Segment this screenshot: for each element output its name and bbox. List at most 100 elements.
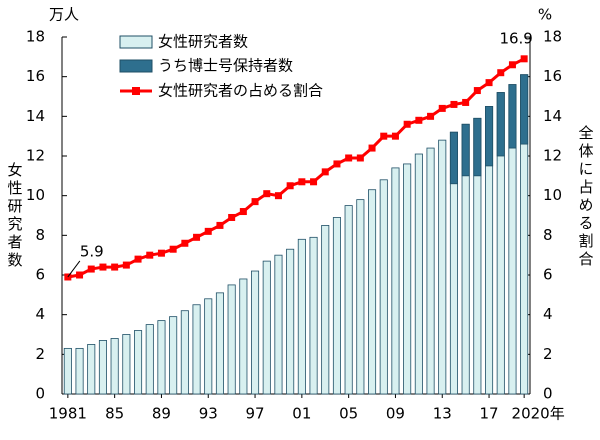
ratio-line — [67, 57, 525, 279]
bar — [356, 199, 365, 395]
y2-tick-label: 6 — [543, 266, 553, 284]
ratio-marker — [485, 79, 493, 87]
x-tick-label: 09 — [386, 405, 405, 423]
ratio-marker — [438, 104, 446, 112]
ratio-marker — [228, 213, 236, 221]
ratio-marker — [134, 255, 142, 263]
y2-tick-label: 18 — [543, 28, 562, 46]
bar — [344, 205, 353, 395]
ratio-marker — [520, 55, 528, 63]
ratio-marker — [239, 208, 247, 216]
data-label: 16.9 — [499, 29, 532, 47]
bar — [403, 163, 412, 395]
y-tick-label: 18 — [26, 28, 45, 46]
ratio-marker — [462, 98, 470, 106]
y-tick-label: 8 — [35, 226, 45, 244]
doctorate-bar — [485, 106, 494, 167]
bar — [426, 147, 435, 395]
x-tick-label: 1981 — [49, 405, 87, 423]
y-tick-label: 14 — [26, 107, 45, 125]
y-tick-label: 6 — [35, 266, 45, 284]
bar — [180, 310, 189, 395]
ratio-marker — [321, 168, 329, 176]
ratio-marker — [169, 245, 177, 253]
y2-axis-title: 全体に占める割合 — [577, 124, 595, 269]
doctorate-bar — [473, 117, 482, 177]
y-tick-label: 12 — [26, 147, 45, 165]
ratio-marker — [356, 154, 364, 162]
bar — [262, 260, 271, 395]
ratio-marker — [298, 178, 306, 186]
ratio-marker — [87, 265, 95, 273]
ratio-marker — [204, 227, 212, 235]
legend-label: 女性研究者の占める割合 — [158, 82, 323, 100]
label-leader — [67, 260, 81, 278]
ratio-marker — [193, 233, 201, 241]
y2-tick-label: 2 — [543, 345, 553, 363]
ratio-marker — [181, 239, 189, 247]
bar — [157, 320, 166, 395]
bar — [286, 248, 295, 395]
y2-tick-label: 16 — [543, 67, 562, 85]
bar — [110, 338, 119, 395]
ratio-marker — [508, 61, 516, 69]
y2-tick-label: 8 — [543, 226, 553, 244]
ratio-marker — [274, 192, 282, 200]
bar — [169, 316, 178, 395]
y-tick-label: 0 — [35, 385, 45, 403]
bar — [134, 330, 143, 395]
ratio-marker — [450, 100, 458, 108]
x-tick-label: 93 — [199, 405, 218, 423]
ratio-marker — [333, 160, 341, 168]
x-tick-label: 17 — [480, 405, 499, 423]
y-tick-label: 4 — [35, 305, 45, 323]
ratio-marker — [157, 249, 165, 257]
bar — [227, 284, 236, 395]
x-tick-label: 89 — [152, 405, 171, 423]
bar — [87, 344, 96, 395]
y-unit: 万人 — [49, 6, 79, 24]
x-tick-label: 05 — [339, 405, 358, 423]
y-tick-label: 16 — [26, 67, 45, 85]
y-tick-label: 10 — [26, 186, 45, 204]
ratio-marker — [380, 132, 388, 140]
ratio-marker — [122, 261, 130, 269]
y2-unit: % — [538, 6, 552, 24]
bar — [391, 167, 400, 395]
x-tick-label: 85 — [105, 405, 124, 423]
ratio-marker — [473, 87, 481, 95]
bar — [192, 304, 201, 395]
x-tick-label: 97 — [246, 405, 265, 423]
bar — [368, 189, 377, 395]
ratio-marker — [403, 120, 411, 128]
bar — [414, 153, 423, 395]
ratio-marker — [415, 116, 423, 124]
legend-swatch — [119, 35, 153, 49]
doctorate-bar — [449, 131, 458, 185]
bar — [122, 334, 131, 395]
y-axis-title: 女性研究者数 — [6, 161, 24, 270]
bar — [63, 347, 72, 395]
bar — [215, 292, 224, 395]
bar — [379, 179, 388, 395]
legend-label: うち博士号保持者数 — [158, 57, 293, 75]
bar — [332, 217, 341, 395]
legend-swatch — [119, 59, 153, 73]
ratio-marker — [368, 144, 376, 152]
ratio-marker — [216, 221, 224, 229]
bar — [297, 238, 306, 395]
ratio-marker — [251, 198, 259, 206]
legend-swatch — [132, 87, 140, 95]
ratio-marker — [427, 112, 435, 120]
doctorate-bar — [520, 74, 529, 145]
y2-tick-label: 10 — [543, 186, 562, 204]
bar — [98, 340, 107, 395]
doctorate-bar — [496, 92, 505, 157]
legend-label: 女性研究者数 — [158, 33, 248, 51]
ratio-marker — [345, 154, 353, 162]
bar — [145, 324, 154, 395]
ratio-marker — [286, 182, 294, 190]
bar — [251, 270, 260, 395]
bar — [75, 347, 84, 395]
ratio-marker — [263, 190, 271, 198]
